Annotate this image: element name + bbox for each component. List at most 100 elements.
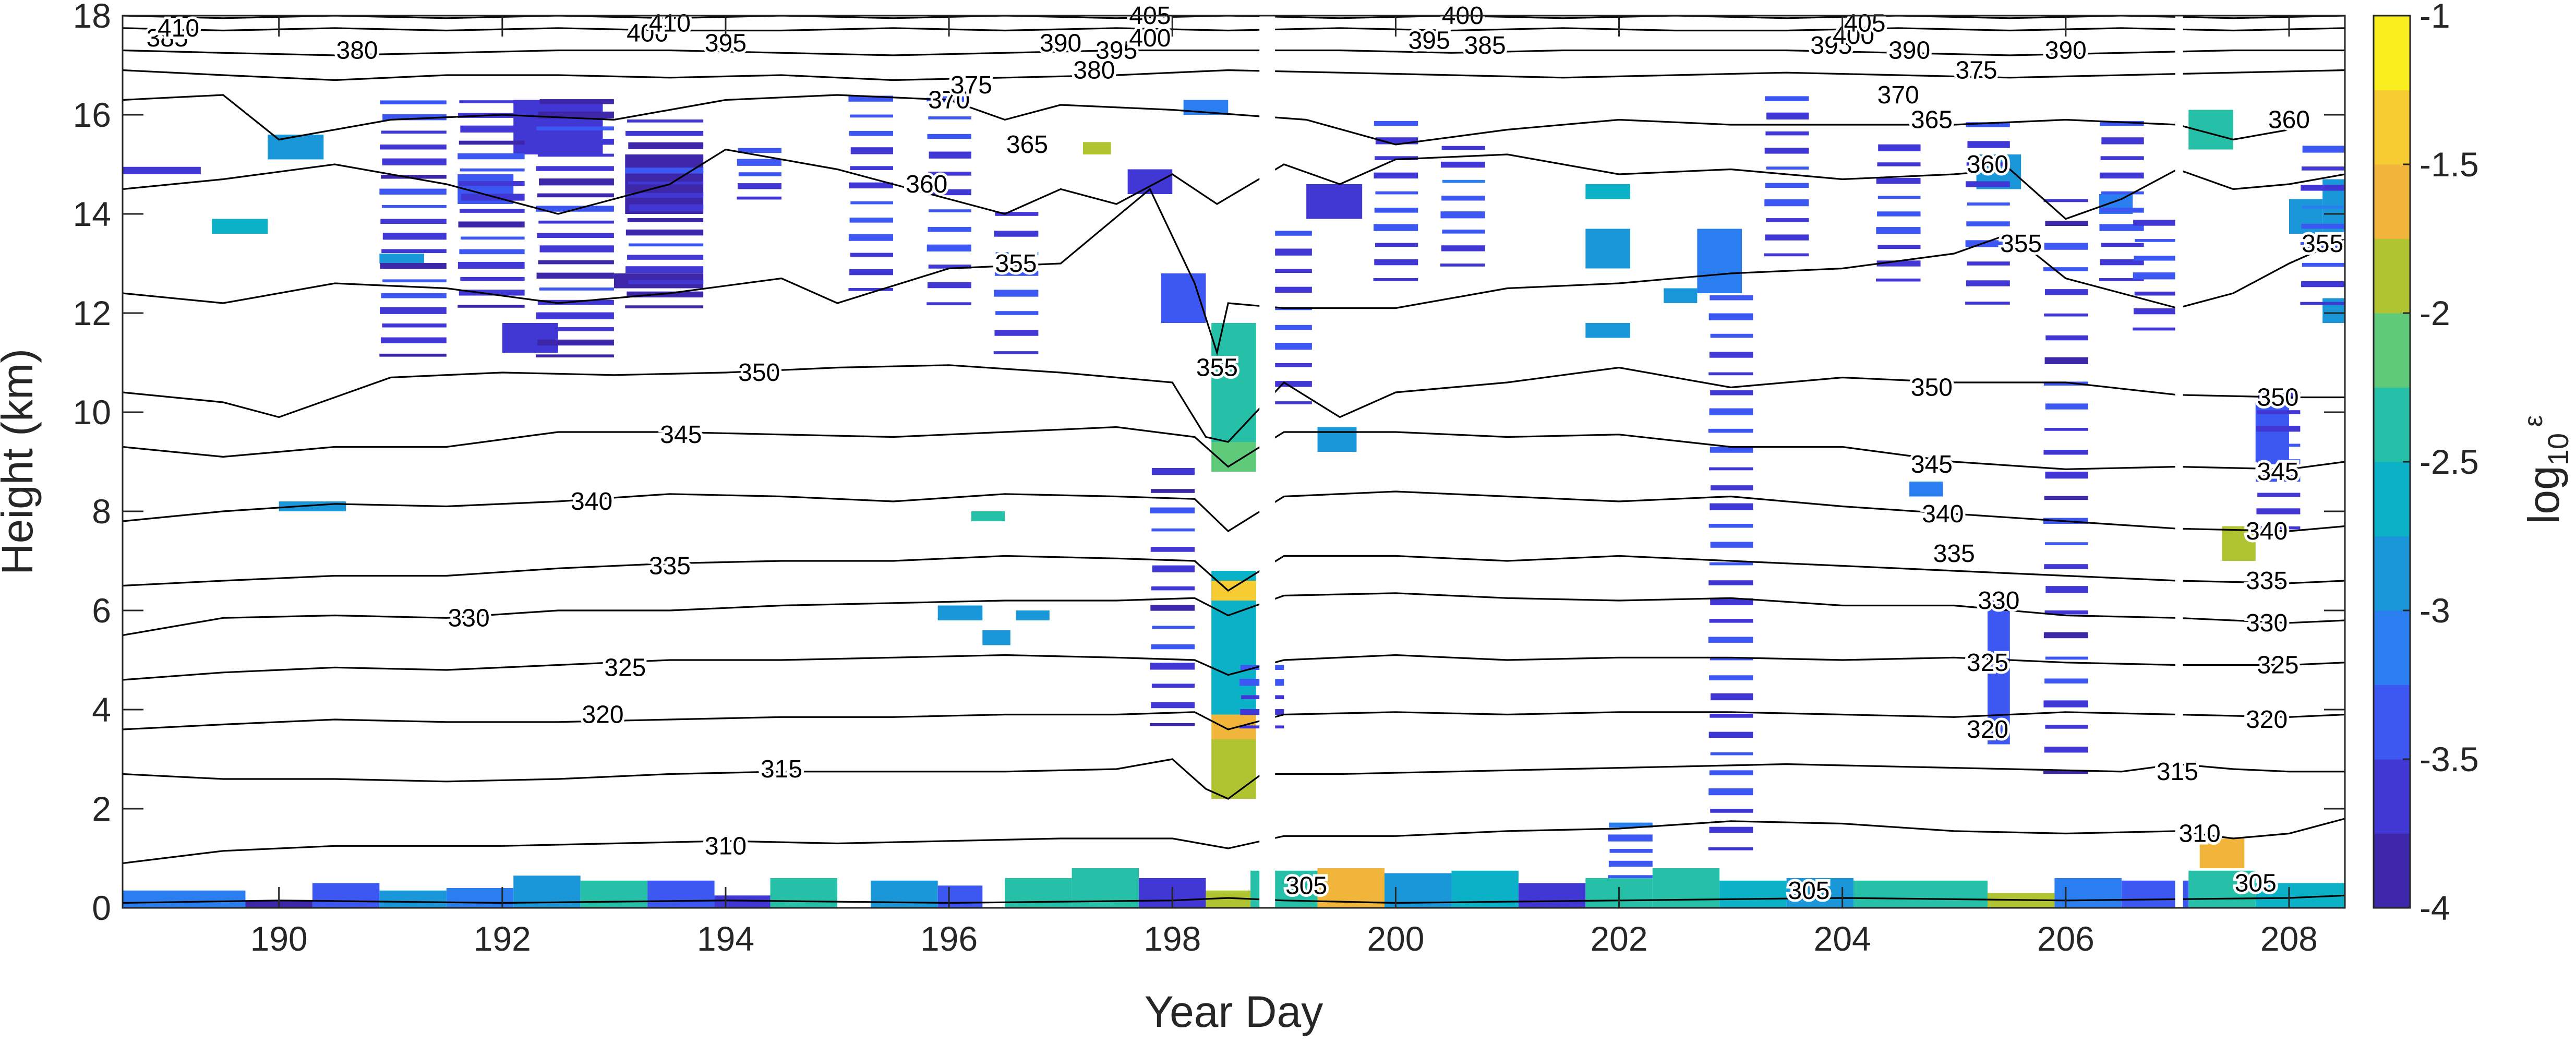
heatmap-cell <box>770 878 838 908</box>
heatmap-cell <box>738 183 782 189</box>
heatmap-cell <box>2133 308 2177 315</box>
heatmap-cell <box>1877 245 1921 249</box>
contour-label: 320 <box>582 701 623 729</box>
heatmap-cell <box>1764 148 1809 154</box>
heatmap-cell <box>1268 269 1312 273</box>
heatmap-cell <box>1375 191 1418 195</box>
data-gaps <box>1259 16 2183 907</box>
heatmap-cell <box>539 178 614 186</box>
contour-label: 345 <box>660 421 702 449</box>
heatmap-cell <box>625 305 704 308</box>
heatmap-cell <box>1710 447 1753 453</box>
contour-line <box>123 27 2345 32</box>
contour-label: 305 <box>1788 877 1829 905</box>
heatmap-cell <box>738 172 782 176</box>
contour-label: 325 <box>2257 652 2299 679</box>
heatmap-cell <box>1267 401 1312 404</box>
contour-label: 310 <box>2179 820 2221 848</box>
heatmap-cell <box>625 130 704 136</box>
contour-label: 410 <box>158 15 199 42</box>
heatmap-cell <box>1878 144 1921 151</box>
heatmap-cell <box>1708 313 1753 320</box>
contour-label: 350 <box>1911 374 1953 402</box>
colorbar-swatch <box>2374 833 2410 908</box>
heatmap-cell <box>536 126 614 130</box>
heatmap-cell <box>2100 121 2144 126</box>
contour-label: 340 <box>571 488 612 515</box>
heatmap-cell <box>2045 542 2088 545</box>
heatmap-cell <box>1016 610 1050 620</box>
colorbar-swatch <box>2374 685 2410 760</box>
heatmap-cell <box>871 880 938 908</box>
heatmap-cell <box>1585 184 1630 199</box>
heatmap-cell <box>1766 166 1809 170</box>
contour-label: 370 <box>1877 81 1919 109</box>
heatmap-cell <box>1710 542 1753 548</box>
heatmap-cell <box>928 116 971 119</box>
contour-label: 345 <box>1911 451 1953 478</box>
heatmap-cell <box>381 293 447 298</box>
heatmap-cell <box>1708 732 1753 738</box>
contour-line <box>123 16 2345 19</box>
contour-label: 360 <box>906 171 947 198</box>
y-axis-title: Height (km) <box>0 349 42 575</box>
contour-line <box>123 555 2345 592</box>
heatmap-cell <box>538 220 614 224</box>
contour-label: 325 <box>1967 649 2008 677</box>
contour-line <box>123 711 2345 730</box>
colorbar-title-base: log <box>2519 465 2568 524</box>
x-tick-label: 196 <box>920 919 978 958</box>
heatmap-cell <box>1441 195 1485 201</box>
colorbar-tick-label: -1.5 <box>2419 145 2479 184</box>
x-tick-label: 204 <box>1814 919 1871 958</box>
contour-label: 340 <box>2246 518 2288 545</box>
contour-label: 330 <box>2246 609 2288 637</box>
heatmap-cell <box>993 351 1039 354</box>
heatmap-cell <box>2044 357 2088 364</box>
heatmap-cell <box>850 253 894 257</box>
contour-label: 400 <box>627 19 668 47</box>
heatmap-cell <box>627 119 704 123</box>
heatmap-cell <box>1152 626 1195 629</box>
heatmap-cell <box>580 880 648 908</box>
heatmap-cell <box>2044 243 2088 250</box>
heatmap-cell <box>1151 528 1195 532</box>
heatmap-cell <box>2099 224 2144 231</box>
heatmap-cell <box>928 226 971 232</box>
heatmap-cell <box>1710 598 1753 606</box>
heatmap-cell <box>2301 224 2345 229</box>
heatmap-cell <box>2045 221 2088 226</box>
heatmap-cell <box>929 209 971 212</box>
heatmap-cell <box>2100 208 2144 213</box>
heatmap-cell <box>1708 847 1753 850</box>
heatmap-cell <box>1375 243 1418 247</box>
heatmap-cell <box>1442 179 1485 183</box>
heatmap-cell <box>458 221 525 227</box>
heatmap-cell <box>537 233 614 238</box>
heatmap-cell <box>2044 610 2088 615</box>
contour-label: 395 <box>1810 32 1852 59</box>
heatmap-cell <box>2043 449 2088 455</box>
heatmap-cell <box>2045 725 2088 729</box>
heatmap-cell <box>848 95 894 102</box>
contour-line <box>123 364 2345 443</box>
heatmap-cell <box>1374 224 1418 231</box>
heatmap-cell <box>849 269 894 275</box>
heatmap-cell <box>379 254 424 263</box>
heatmap-cell <box>1083 142 1111 154</box>
heatmap-cell <box>850 166 894 170</box>
heatmap-cell <box>2301 281 2345 287</box>
heatmap-cell <box>1267 343 1312 350</box>
heatmap-cell <box>1608 875 1653 878</box>
heatmap-cell <box>1710 295 1753 301</box>
heatmap-cell <box>1966 221 2010 226</box>
heatmap-cell <box>2256 508 2301 514</box>
heatmap-cell <box>1211 323 1256 442</box>
heatmap-cell <box>1708 788 1753 796</box>
heatmap-cell <box>1608 834 1653 842</box>
contour-label: 410 <box>649 9 691 37</box>
heatmap-cell <box>714 895 771 908</box>
x-tick-label: 200 <box>1367 919 1424 958</box>
heatmap-cell <box>2043 771 2088 774</box>
